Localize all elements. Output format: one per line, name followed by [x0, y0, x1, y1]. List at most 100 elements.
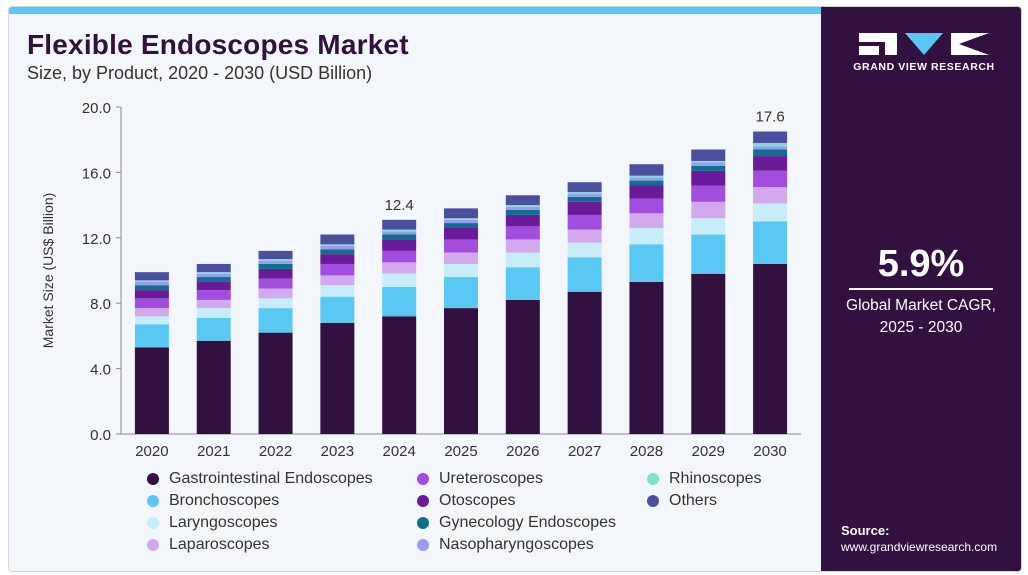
bar-segment: [320, 245, 355, 250]
bar-segment: [753, 131, 788, 143]
legend-label: Laparoscopes: [169, 536, 270, 553]
bar-segment: [258, 250, 293, 260]
cagr-label-line2: 2025 - 2030: [879, 319, 963, 336]
bar-segment: [567, 257, 602, 292]
bar-segment: [505, 214, 540, 227]
bar-segment: [567, 242, 602, 258]
bar-segment: [258, 278, 293, 289]
bar-segment: [691, 234, 726, 274]
bar-segment: [258, 298, 293, 309]
bar-segment: [505, 205, 540, 207]
bar-segment: [753, 263, 788, 434]
legend-item: Others: [647, 492, 717, 510]
bar-segment: [320, 249, 355, 255]
bar-segment: [567, 193, 602, 197]
bar-segment: [134, 285, 169, 291]
bar-segment: [505, 206, 540, 211]
legend-item: Bronchoscopes: [147, 492, 279, 510]
bar-segment: [382, 286, 417, 317]
x-tick-label: 2024: [382, 443, 415, 460]
bar-segment: [567, 214, 602, 230]
chart-legend: Gastrointestinal Endoscopes Bronchoscopes…: [147, 470, 807, 566]
bar-segment: [382, 219, 417, 230]
bar-segment: [382, 234, 417, 240]
bar-segment: [753, 142, 788, 147]
y-axis-label: Market Size (US$ Billion): [40, 193, 56, 349]
cagr-divider: [849, 288, 993, 290]
bar-segment: [444, 308, 478, 434]
bar-segment: [691, 273, 726, 434]
bar-segment: [753, 187, 788, 204]
bar-segment: [320, 234, 355, 245]
bar-segment: [691, 165, 726, 171]
bar-total-label: 12.4: [385, 197, 414, 214]
bar-segment: [320, 285, 355, 297]
bar-segment: [505, 252, 540, 268]
bar-segment: [258, 288, 293, 299]
bar-segment: [320, 254, 355, 264]
bar-segment: [382, 262, 417, 274]
x-tick-label: 2021: [197, 443, 230, 460]
bar-segment: [382, 231, 417, 235]
bar-segment: [320, 322, 355, 434]
legend-label: Gynecology Endoscopes: [439, 514, 616, 531]
y-tick-label: 4.0: [90, 362, 111, 379]
x-tick-label: 2028: [630, 443, 663, 460]
bar-segment: [196, 277, 231, 282]
cagr-label-line1: Global Market CAGR,: [846, 297, 996, 314]
bar-segment: [196, 290, 231, 300]
bar-segment: [444, 219, 478, 224]
bar-segment: [444, 218, 478, 220]
legend-item: Gynecology Endoscopes: [417, 514, 616, 532]
bar-segment: [567, 192, 602, 194]
bar-segment: [134, 324, 169, 348]
bar-segment: [258, 263, 293, 269]
bar-segment: [629, 213, 664, 228]
legend-swatch-icon: [417, 517, 429, 529]
x-tick-label: 2025: [444, 443, 477, 460]
bar-segment: [753, 149, 788, 157]
bar-segment: [691, 149, 726, 161]
bar-total-label: 17.6: [755, 109, 784, 126]
bar-segment: [196, 281, 231, 291]
legend-item: Laryngoscopes: [147, 514, 278, 532]
bar-segment: [691, 201, 726, 219]
legend-label: Rhinoscopes: [669, 470, 762, 487]
legend-label: Nasopharyngoscopes: [439, 536, 594, 553]
bar-segment: [134, 316, 169, 325]
bar-segment: [753, 146, 788, 150]
legend-item: Ureteroscopes: [417, 470, 543, 488]
bar-segment: [134, 280, 169, 282]
bar-segment: [444, 208, 478, 219]
bar-segment: [382, 229, 417, 232]
y-tick-label: 8.0: [90, 296, 111, 313]
legend-label: Laryngoscopes: [169, 514, 278, 531]
y-tick-label: 12.0: [82, 231, 111, 248]
bar-segment: [320, 275, 355, 286]
bar-segment: [444, 223, 478, 228]
bar-segment: [505, 267, 540, 300]
logo-mark-icon: [859, 33, 989, 55]
bar-segment: [320, 244, 355, 246]
bar-segment: [505, 239, 540, 253]
bar-segment: [196, 263, 231, 273]
bar-segment: [382, 273, 417, 287]
bar-segment: [629, 177, 664, 181]
legend-swatch-icon: [147, 517, 159, 529]
bar-segment: [134, 308, 169, 317]
bar-segment: [505, 210, 540, 215]
bar-segment: [196, 272, 231, 274]
bar-segment: [382, 239, 417, 251]
cagr-value: 5.9%: [877, 243, 965, 285]
bar-segment: [691, 218, 726, 235]
bar-segment: [505, 195, 540, 206]
bar-segment: [134, 281, 169, 286]
legend-item: Otoscopes: [417, 492, 515, 510]
bar-segment: [629, 164, 664, 176]
accent-bar: [9, 7, 821, 14]
legend-swatch-icon: [647, 473, 659, 485]
legend-item: Nasopharyngoscopes: [417, 536, 594, 554]
logo-text: GRAND VIEW RESEARCH: [853, 61, 995, 73]
legend-swatch-icon: [417, 495, 429, 507]
legend-item: Rhinoscopes: [647, 470, 762, 488]
